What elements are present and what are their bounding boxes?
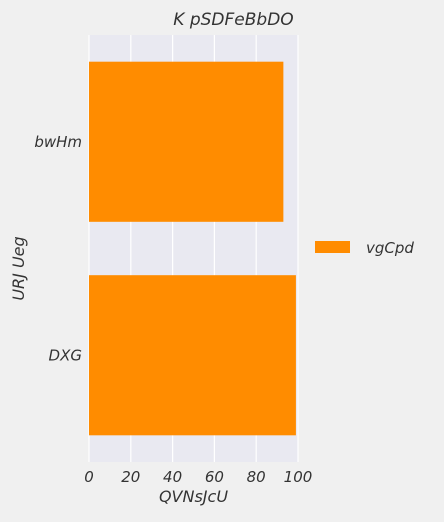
x-tick-label: 80 (247, 468, 266, 486)
legend-swatch (315, 241, 350, 253)
bar (89, 61, 284, 222)
bar (89, 275, 296, 436)
x-tick-label: 100 (284, 468, 313, 486)
x-axis-ticks: 0 20 40 60 80 100 (84, 468, 312, 486)
x-tick-label: 60 (205, 468, 224, 486)
bars (89, 61, 296, 436)
x-tick-label: 40 (163, 468, 182, 486)
x-tick-label: 20 (121, 468, 140, 486)
x-tick-label: 0 (84, 468, 94, 486)
y-axis-label: URJ Ueg (9, 236, 28, 300)
legend-label: vgCpd (366, 239, 414, 257)
legend: vgCpd (315, 239, 414, 257)
y-category-label: DXG (49, 346, 82, 364)
y-axis-categories: bwHm DXG (34, 133, 82, 365)
y-category-label: bwHm (34, 133, 82, 151)
chart-title: K pSDFeBbDO (173, 10, 293, 30)
x-axis-label: QVNsJcU (159, 487, 228, 506)
